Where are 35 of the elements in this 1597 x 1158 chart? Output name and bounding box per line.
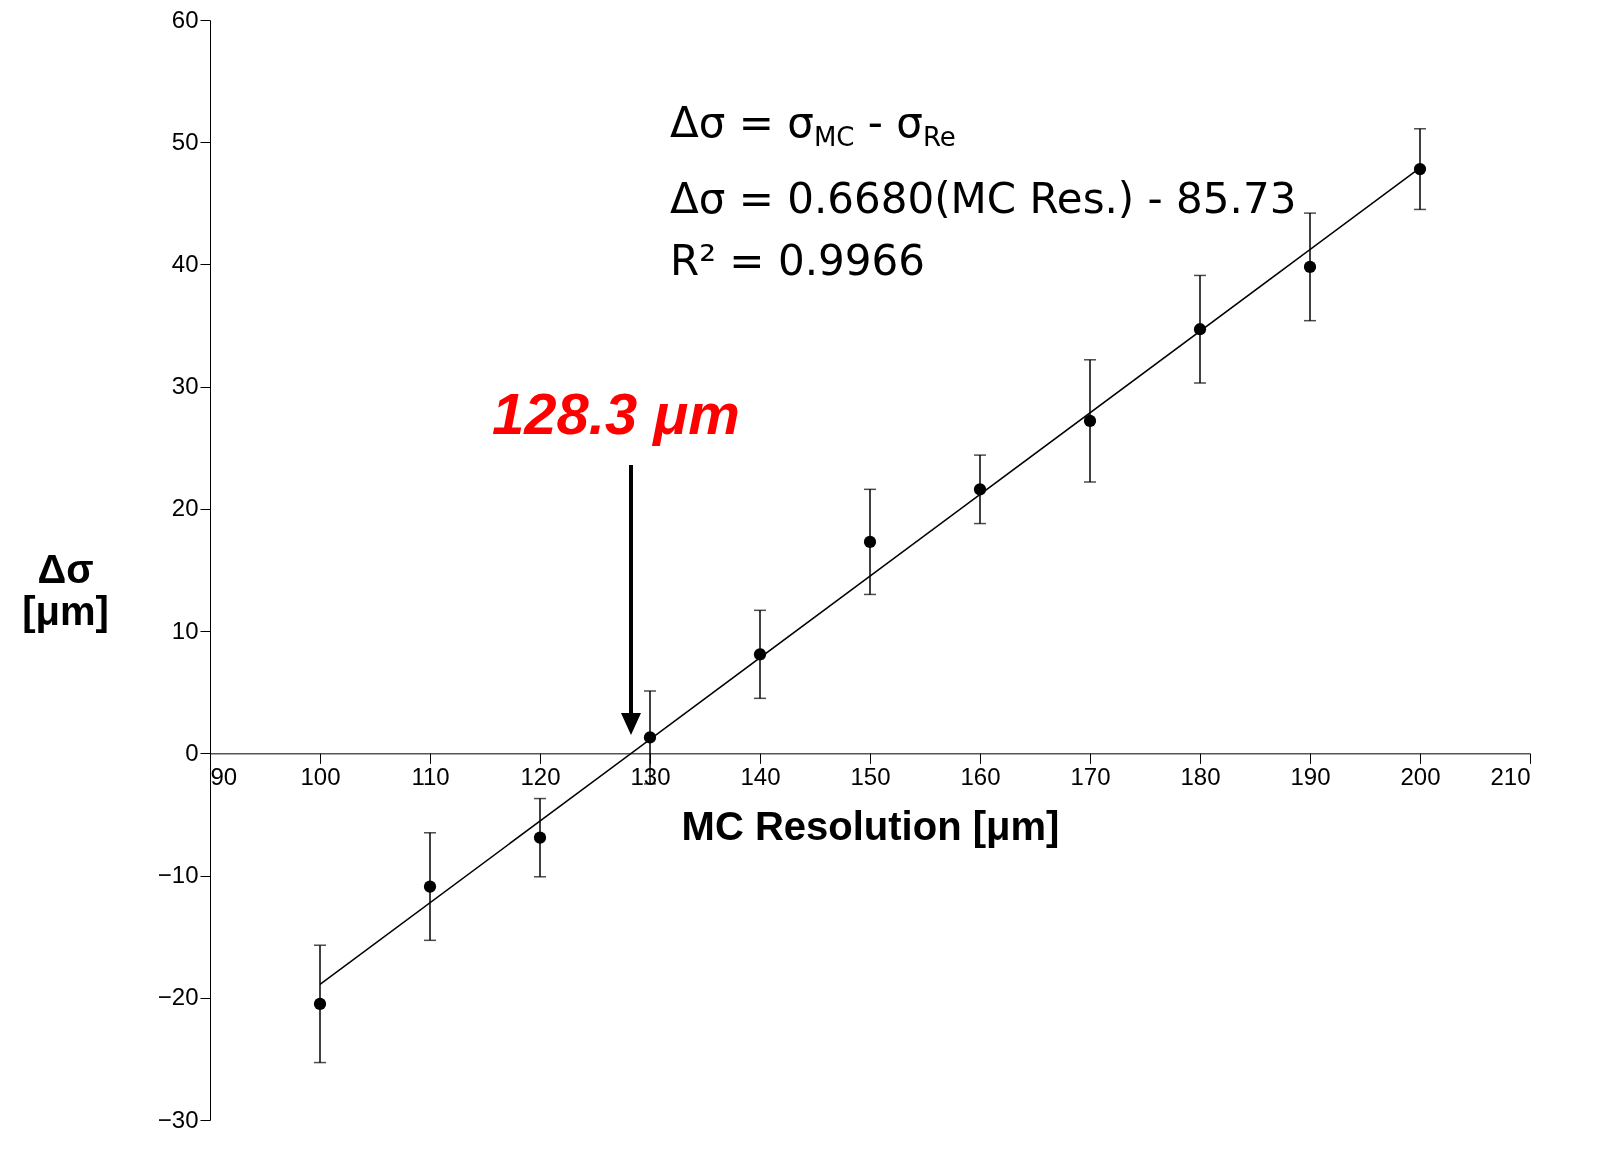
point bbox=[1083, 414, 1097, 427]
y-tick-label: 40 bbox=[171, 249, 199, 277]
x-tick-label: 150 bbox=[850, 762, 891, 790]
x-tick-label: 160 bbox=[960, 762, 1001, 790]
y-tick-label: 30 bbox=[171, 372, 199, 400]
annotation: R² = 0.9966 bbox=[670, 235, 926, 288]
annotation: 128.3 μm bbox=[492, 380, 740, 447]
x-tick-label: 210 bbox=[1490, 762, 1531, 790]
y-tick-label: 60 bbox=[171, 5, 199, 33]
y-tick-label: 10 bbox=[171, 616, 199, 644]
x-tick-label: 110 bbox=[411, 762, 450, 790]
y-tick-label: 0 bbox=[185, 738, 199, 766]
y-tick-label: 50 bbox=[171, 127, 199, 155]
y-tick-label: −10 bbox=[157, 861, 199, 889]
annotation: Δσ = 0.6680(MC Res.) - 85.73 bbox=[670, 173, 1297, 226]
x-tick-label: 90 bbox=[210, 762, 238, 790]
point bbox=[423, 880, 437, 893]
annotation: Δσ = σ$_{MC}$ - σ$_{Re}$ bbox=[670, 97, 957, 155]
point bbox=[533, 831, 547, 844]
point bbox=[1413, 163, 1427, 176]
point bbox=[1303, 260, 1317, 273]
point bbox=[313, 997, 327, 1010]
x-axis-title: MC Resolution [μm] bbox=[681, 803, 1060, 848]
x-tick-label: 100 bbox=[300, 762, 341, 790]
x-tick-label: 140 bbox=[740, 762, 781, 790]
x-tick-label: 190 bbox=[1290, 762, 1331, 790]
y-tick-label: −30 bbox=[157, 1105, 199, 1133]
y-tick-label: −20 bbox=[157, 983, 199, 1011]
x-tick-label: 200 bbox=[1400, 762, 1441, 790]
point bbox=[863, 535, 877, 548]
x-tick-label: 170 bbox=[1070, 762, 1111, 790]
y-axis-title: Δσ [μm] bbox=[22, 546, 109, 633]
x-tick-label: 120 bbox=[520, 762, 561, 790]
x-tick-label: 180 bbox=[1180, 762, 1221, 790]
y-tick-label: 20 bbox=[171, 494, 199, 522]
